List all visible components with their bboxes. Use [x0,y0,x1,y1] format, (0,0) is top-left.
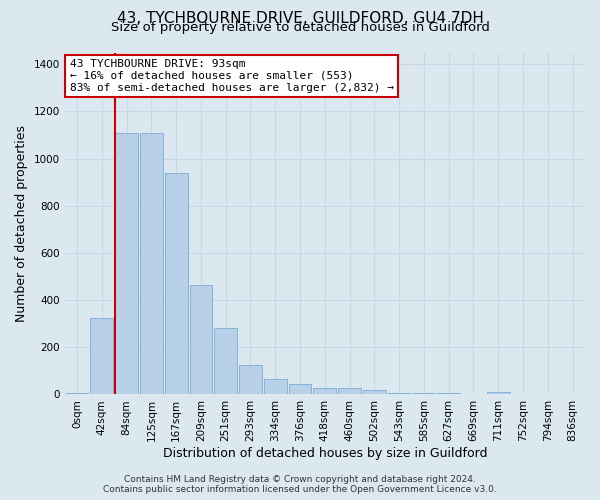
Bar [115,132,138,394]
Text: 43, TYCHBOURNE DRIVE, GUILDFORD, GU4 7DH: 43, TYCHBOURNE DRIVE, GUILDFORD, GU4 7DH [116,11,484,26]
Bar [363,390,386,394]
Y-axis label: Number of detached properties: Number of detached properties [15,125,28,322]
Bar [91,318,113,394]
Bar [214,328,237,394]
Bar [190,285,212,395]
Bar [289,384,311,394]
X-axis label: Distribution of detached houses by size in Guildford: Distribution of detached houses by size … [163,447,487,460]
Bar [313,388,336,394]
Text: Size of property relative to detached houses in Guildford: Size of property relative to detached ho… [110,22,490,35]
Bar [140,132,163,394]
Bar [338,388,361,394]
Text: Contains HM Land Registry data © Crown copyright and database right 2024.
Contai: Contains HM Land Registry data © Crown c… [103,474,497,494]
Text: 43 TYCHBOURNE DRIVE: 93sqm
← 16% of detached houses are smaller (553)
83% of sem: 43 TYCHBOURNE DRIVE: 93sqm ← 16% of deta… [70,60,394,92]
Bar [264,379,287,394]
Bar [487,392,509,394]
Bar [239,365,262,394]
Bar [165,173,188,394]
